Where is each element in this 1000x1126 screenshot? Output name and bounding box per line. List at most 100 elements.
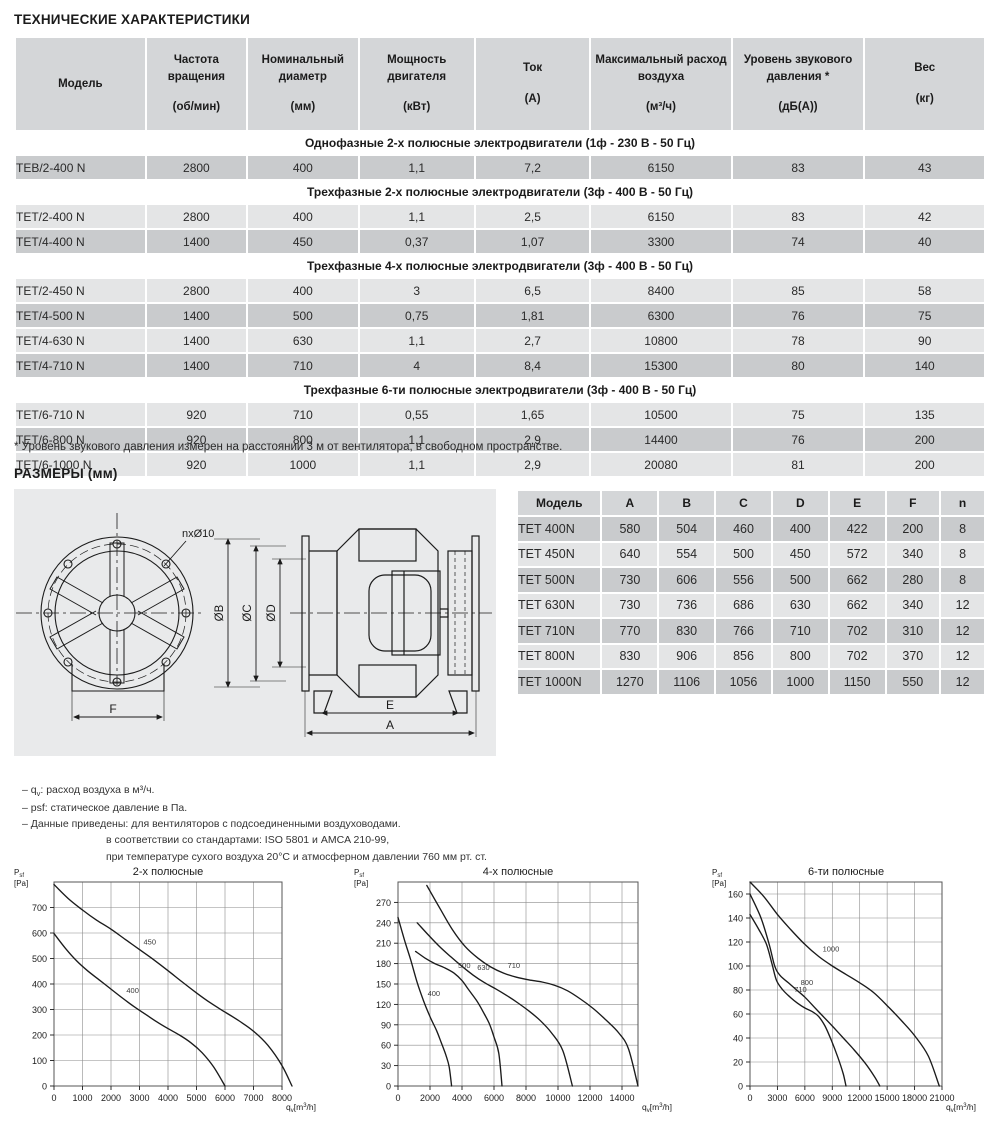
spec-col-speed-unit: (об/мин) — [172, 101, 221, 114]
svg-text:120: 120 — [376, 1000, 391, 1010]
dims-cell-value: 710 — [772, 619, 828, 643]
spec-cell-value: 0,75 — [359, 304, 474, 327]
svg-text:0: 0 — [42, 1082, 47, 1092]
note-data-label: – Данные приведены: для вентиляторов с п… — [22, 816, 487, 832]
spec-cell-model: TET/4-500 N — [16, 304, 145, 327]
svg-text:2000: 2000 — [420, 1093, 440, 1103]
dims-cell-value: 1270 — [602, 670, 658, 694]
spec-cell-value: 2800 — [146, 205, 247, 228]
svg-text:6000: 6000 — [484, 1093, 504, 1103]
svg-text:20: 20 — [733, 1058, 743, 1068]
spec-cell-value: 800 — [248, 428, 358, 451]
chart-4pole-label-710: 710 — [508, 961, 521, 970]
dims-col-c: C — [716, 491, 771, 515]
dims-cell-value: 500 — [716, 542, 771, 566]
spec-cell-value: 40 — [865, 230, 984, 253]
spec-col-sound-label: Уровень звукового давления * — [743, 53, 853, 83]
dims-cell-value: 906 — [659, 644, 715, 668]
drawing-svg: nxØ10 F ØB ØC ØD — [16, 513, 492, 737]
chart-2pole-xlabel: qv[m3/h] — [286, 1102, 316, 1114]
spec-cell-value: 1000 — [248, 453, 358, 476]
svg-text:7000: 7000 — [243, 1093, 263, 1103]
spec-group-band-label: Трехфазные 2-х полюсные электродвигатели… — [16, 181, 984, 203]
spec-cell-value: 1,1 — [359, 428, 474, 451]
spec-cell-model: TET/6-1000 N — [16, 453, 145, 476]
dims-cell-value: 8 — [941, 568, 984, 592]
svg-text:60: 60 — [381, 1041, 391, 1051]
svg-text:15000: 15000 — [875, 1093, 900, 1103]
dims-cell-value: 1056 — [716, 670, 771, 694]
svg-text:0: 0 — [395, 1093, 400, 1103]
chart-4pole-series-400 — [397, 916, 453, 1087]
spec-cell-value: 6300 — [591, 304, 731, 327]
spec-cell-value: 200 — [865, 428, 984, 451]
dims-cell-value: 662 — [829, 568, 885, 592]
dims-cell-value: 766 — [716, 619, 771, 643]
svg-text:18000: 18000 — [902, 1093, 927, 1103]
chart-4pole-svg: 4-х полюсные Psf [Pa] qv[m3/h] 0 30 60 90 120 150… — [354, 866, 672, 1114]
spec-cell-model: TEB/2-400 N — [16, 156, 145, 179]
dim-F: F — [71, 691, 165, 721]
dims-cell-value: 460 — [716, 517, 771, 541]
dims-cell-value: 1000 — [772, 670, 828, 694]
svg-text:1000: 1000 — [72, 1093, 92, 1103]
spec-cell-value: 140 — [865, 354, 984, 377]
svg-text:210: 210 — [376, 939, 391, 949]
chart-6pole-ylabel: Psf [Pa] — [712, 868, 726, 888]
spec-cell-value: 1,65 — [475, 403, 590, 426]
svg-text:8000: 8000 — [516, 1093, 536, 1103]
dim-C-label: ØC — [242, 604, 254, 621]
spec-cell-value: 200 — [865, 453, 984, 476]
spec-col-airflow-label: Максимальный расход воздуха — [595, 53, 727, 83]
dims-table-row: TET 800N 830 906 856 800 702 370 12 — [518, 644, 984, 668]
fan-dimension-drawing: nxØ10 F ØB ØC ØD — [14, 489, 496, 756]
spec-cell-value: 2,9 — [475, 428, 590, 451]
spec-cell-value: 2,9 — [475, 453, 590, 476]
dims-cell-value: 572 — [829, 542, 885, 566]
dims-cell-value: 856 — [716, 644, 771, 668]
spec-cell-value: 81 — [732, 453, 864, 476]
svg-text:0: 0 — [747, 1093, 752, 1103]
dims-cell-value: 12 — [941, 619, 984, 643]
dims-cell-value: 1150 — [829, 670, 885, 694]
spec-cell-value: 1,81 — [475, 304, 590, 327]
spec-cell-model: TET/4-630 N — [16, 329, 145, 352]
spec-cell-value: 80 — [732, 354, 864, 377]
dims-cell-value: 400 — [772, 517, 828, 541]
dims-cell-value: 1106 — [659, 670, 715, 694]
spec-cell-value: 400 — [248, 279, 358, 302]
spec-cell-value: 8,4 — [475, 354, 590, 377]
dims-cell-value: 730 — [602, 568, 658, 592]
spec-col-speed: Частота вращения (об/мин) — [146, 38, 247, 130]
note-airflow: – qv: расход воздуха в м³/ч. — [22, 782, 487, 800]
note-pressure: – psf: статическое давление в Па. — [22, 801, 188, 814]
spec-table-row: TET/6-710 N 920 710 0,55 1,65 10500 75 135 — [16, 403, 984, 426]
chart-2pole-svg: 2-х полюсные Psf [Pa] qv[m3/h] 0 100 200 300 400… — [14, 866, 316, 1114]
svg-text:100: 100 — [32, 1056, 47, 1066]
svg-text:200: 200 — [32, 1031, 47, 1041]
spec-cell-value: 1,1 — [359, 156, 474, 179]
svg-text:150: 150 — [376, 980, 391, 990]
spec-cell-value: 2800 — [146, 279, 247, 302]
spec-cell-value: 4 — [359, 354, 474, 377]
dims-table-row: TET 400N 580 504 460 400 422 200 8 — [518, 517, 984, 541]
dim-A-label: A — [386, 718, 394, 732]
spec-cell-value: 15300 — [591, 354, 731, 377]
spec-cell-model: TET/6-710 N — [16, 403, 145, 426]
svg-text:180: 180 — [376, 959, 391, 969]
spec-col-model: Модель — [16, 38, 145, 130]
spec-col-current-unit: (А) — [524, 93, 541, 105]
spec-table-row: TET/4-500 N 1400 500 0,75 1,81 6300 76 75 — [16, 304, 984, 327]
dims-cell-model: TET 400N — [518, 517, 601, 541]
chart-6pole-xlabel: qv[m3/h] — [946, 1102, 976, 1114]
svg-text:270: 270 — [376, 898, 391, 908]
spec-col-power-label: Мощность двигателя — [387, 53, 447, 83]
dims-cell-model: TET 1000N — [518, 670, 601, 694]
spec-cell-value: 710 — [248, 403, 358, 426]
note-airflow-prefix: – q — [22, 784, 37, 796]
spec-col-diameter-unit: (мм) — [290, 101, 316, 114]
chart-notes: – qv: расход воздуха в м³/ч. – psf: стат… — [22, 782, 487, 865]
dims-cell-value: 640 — [602, 542, 658, 566]
